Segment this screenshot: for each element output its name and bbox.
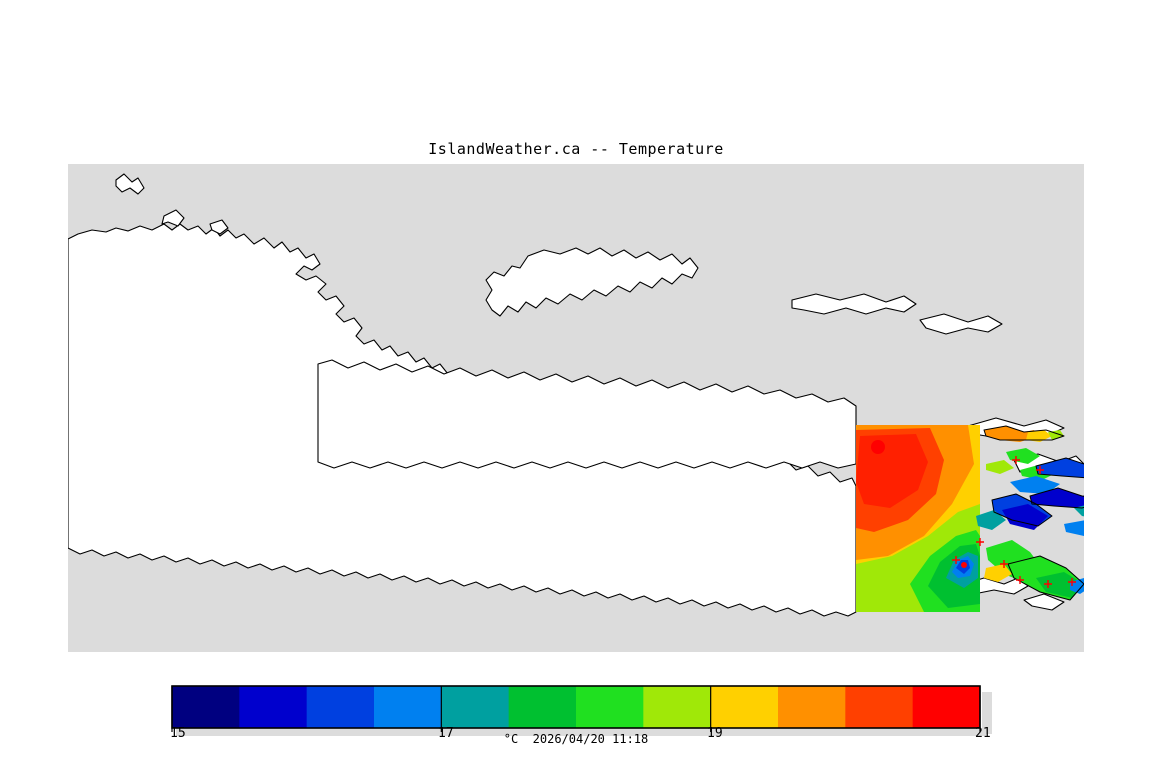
coast-line-blue-3 (991, 493, 1053, 527)
station-marker[interactable] (1044, 580, 1052, 588)
patch-yellow-se (984, 564, 1012, 582)
colorbar-swatch[interactable] (441, 686, 510, 728)
colorbar-caption: °C 2026/04/20 11:18 (503, 732, 649, 746)
coast-line-east-chain (983, 425, 1065, 441)
colorbar-swatch[interactable] (576, 686, 644, 728)
colorbar-swatch[interactable] (172, 686, 240, 728)
colorbar-tick-label-19: 19 (707, 726, 723, 741)
colorbar-swatch[interactable] (643, 686, 712, 728)
colorbar-swatch[interactable] (912, 686, 981, 728)
colorbar-tick-label-max: 21 (975, 726, 991, 741)
map-canvas[interactable] (68, 164, 1084, 652)
east-island-1 (791, 293, 917, 315)
north-interior-island (485, 247, 699, 317)
temp-coldspot-south (961, 562, 967, 568)
colorbar-tick-label-17: 17 (438, 726, 454, 741)
south-island-2 (1023, 593, 1065, 611)
offshore-sliver-nw-2 (161, 209, 185, 227)
station-marker[interactable] (1036, 466, 1044, 474)
patch-ne-yellow (1026, 430, 1052, 442)
colorbar-shadow-bottom (176, 728, 986, 736)
map-layers (68, 164, 1084, 652)
temperature-field (856, 425, 980, 612)
colorbar-tick-label-min: 15 (170, 726, 186, 741)
colorbar-ticks (171, 686, 981, 732)
station-marker[interactable] (952, 556, 960, 564)
patch-chain-green-2 (986, 460, 1014, 474)
colorbar-svg[interactable] (0, 670, 1152, 768)
patch-blue-island-2 (1010, 476, 1060, 494)
station-marker[interactable] (976, 538, 984, 546)
patch-teal-se (976, 510, 1006, 530)
station-marker[interactable] (1068, 578, 1076, 586)
temp-hotspot-nw (871, 440, 885, 454)
patch-blue-island-3 (1030, 488, 1084, 508)
patch-ne-orange-strip (984, 426, 1038, 442)
page-title: IslandWeather.ca -- Temperature (428, 140, 724, 158)
colorbar-swatch[interactable] (374, 686, 442, 728)
landmass-group (68, 173, 1084, 617)
offshore-sliver-nw-3 (209, 219, 229, 235)
map-panel[interactable] (68, 164, 1084, 652)
patch-blue-island-5 (1002, 504, 1048, 530)
colorbar-swatch[interactable] (306, 686, 375, 728)
offshore-sliver-nw-1 (115, 173, 145, 195)
colorbar-swatch[interactable] (710, 686, 779, 728)
colorbar-swatch[interactable] (778, 686, 846, 728)
station-marker[interactable] (1000, 560, 1008, 568)
colorbar-swatch[interactable] (239, 686, 308, 728)
colorbar-legend[interactable]: 15 17 19 21 °C 2026/04/20 11:18 (0, 670, 1152, 768)
patch-blue-island-6 (1064, 520, 1084, 536)
colorbar-swatch[interactable] (845, 686, 914, 728)
island-temperature-patches (976, 426, 1084, 600)
east-island-2 (919, 313, 1003, 335)
station-marker[interactable] (1012, 456, 1020, 464)
station-marker[interactable] (1016, 576, 1024, 584)
coastline-overlay (983, 425, 1084, 601)
colorbar-shadow-right (982, 692, 992, 734)
station-markers[interactable] (952, 456, 1084, 592)
central-landmass (317, 359, 857, 469)
colorbar-swatch[interactable] (508, 686, 577, 728)
colorbar-swatches[interactable] (172, 686, 981, 728)
coast-line-blue-1 (1035, 457, 1084, 479)
